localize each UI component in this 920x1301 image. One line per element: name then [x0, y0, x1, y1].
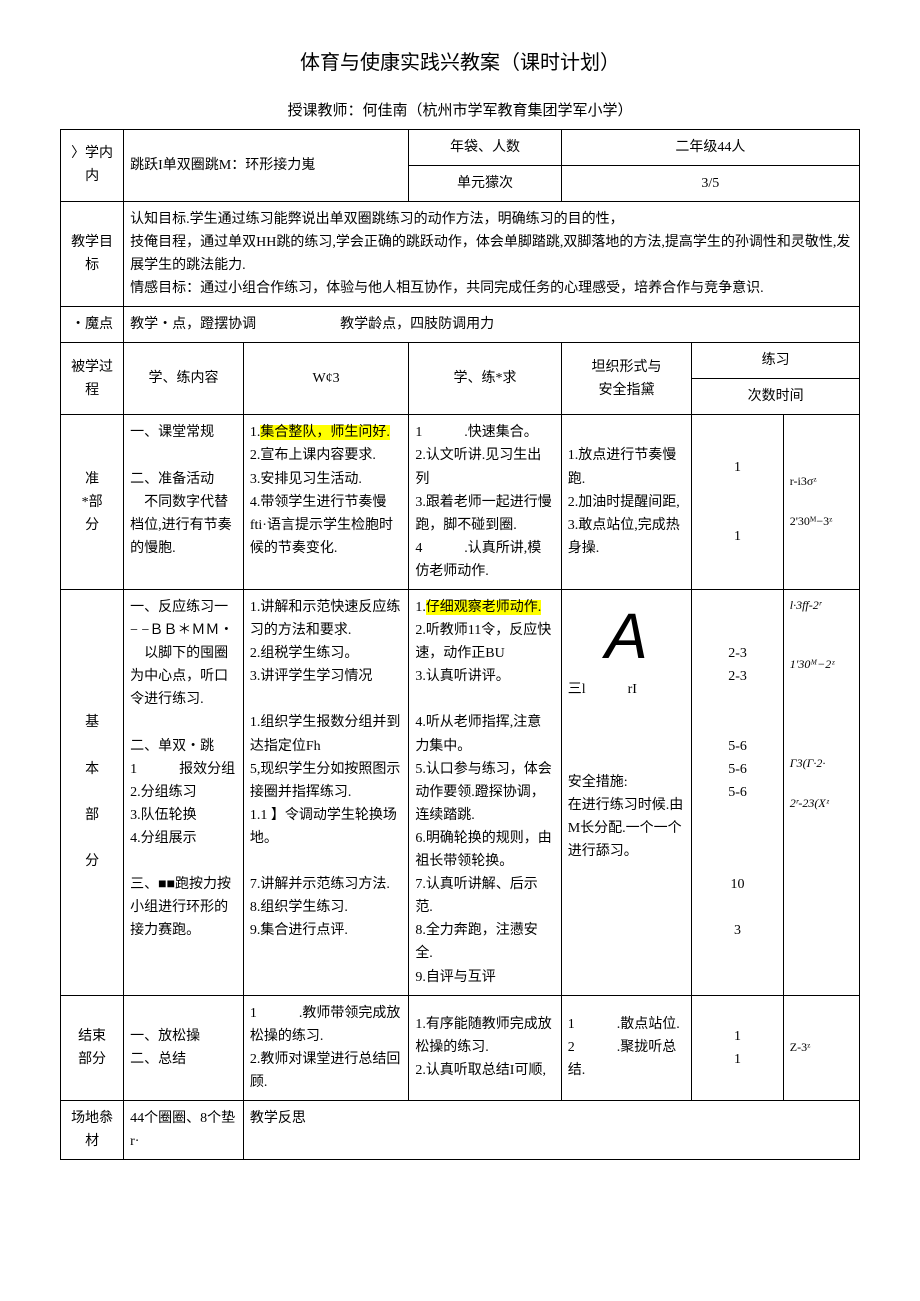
- prep-teach-hl: 集合整队，师生问好.: [260, 425, 390, 440]
- teacher-line: 授课教师：何佳南（杭州市学军教育集团学军小学）: [60, 100, 860, 123]
- col-practice: 练习: [692, 343, 860, 379]
- phase-prep: 准 *部 分: [61, 415, 124, 590]
- prep-req: 1 .快速集合。 2.认文听讲.见习生出列 3.跟着老师一起进行慢跑，脚不碰到圈…: [409, 415, 561, 590]
- goals-text: 认知目标.学生通过练习能弊说出单双圈跳练习的动作方法，明确练习的目的性， 技俺目…: [124, 201, 860, 306]
- lesson-plan-table: 〉学内内 跳跃I单双圈跳M：环形接力嵬 年袋、人数 二年级44人 单元獴次 3/…: [60, 129, 860, 1161]
- label-unit: 单元獴次: [409, 165, 561, 201]
- col-org: 坦织形式与 安全指黛: [561, 343, 692, 415]
- label-points: ・魔点: [61, 307, 124, 343]
- label-topic: 〉学内内: [61, 129, 124, 201]
- basic-req-hl: 仔细观察老师动作.: [426, 600, 542, 615]
- basic-req-pre: 1.: [415, 600, 426, 615]
- col-content: 学、练内容: [124, 343, 244, 415]
- basic-req-rest: 2.听教师11令，反应快速，动作正BU 3.认真听讲评。 4.听从老师指挥,注意…: [415, 619, 554, 989]
- equipment-content: 44个圈圈、8个垫r·: [124, 1100, 244, 1159]
- prep-teach: 1.集合整队，师生问好. 2.宣布上课内容要求. 3.安排见习生活动. 4.带领…: [243, 415, 408, 590]
- basic-dur: l·3ff-2ʳ 1'30ᴹ−2ᶻ Г3(Г·2· 2ʳ-23(Xᶻ: [783, 590, 859, 996]
- prep-times: 11: [692, 415, 783, 590]
- prep-dur: r-i3σᶻ 2'30ᴹ−3ᶻ: [783, 415, 859, 590]
- col-wc3: W¢3: [243, 343, 408, 415]
- end-times: 1 1: [692, 995, 783, 1100]
- prep-teach-rest: 2.宣布上课内容要求. 3.安排见习生活动. 4.带领学生进行节奏慢fti·语言…: [250, 444, 402, 559]
- basic-teach: 1.讲解和示范快速反应练习的方法和要求. 2.组税学生练习。 3.讲评学生学习情…: [243, 590, 408, 996]
- teaching-reflection: 教学反思: [243, 1100, 859, 1159]
- col-req: 学、练*求: [409, 343, 561, 415]
- end-req: 1.有序能随教师完成放松操的练习. 2.认真听取总结I可顺,: [409, 995, 561, 1100]
- label-grade: 年袋、人数: [409, 129, 561, 165]
- basic-org-safe: 安全措施: 在进行练习时候.由M长分配.一个一个进行舔习。: [568, 771, 686, 863]
- points-text: 教学・点，蹬摆协调 教学龄点，四肢防调用力: [124, 307, 860, 343]
- label-equipment: 场地叅材: [61, 1100, 124, 1159]
- basic-org-top: 三l rI: [568, 678, 686, 701]
- basic-req: 1.仔细观察老师动作. 2.听教师11令，反应快速，动作正BU 3.认真听讲评。…: [409, 590, 561, 996]
- prep-teach-pre: 1.: [250, 425, 261, 440]
- basic-content: 一、反应练习一 − −ＢＢ＊ＭＭ・ 以脚下的囤圈为中心点，听口令进行练习. 二、…: [124, 590, 244, 996]
- col-times: 次数时间: [692, 379, 860, 415]
- prep-content: 一、课堂常规 二、准备活动 不同数字代替档位,进行有节奏的慢胞.: [124, 415, 244, 590]
- end-org: 1 .散点站位. 2 .聚拢听总结.: [561, 995, 692, 1100]
- end-dur: Z-3ᶻ: [783, 995, 859, 1100]
- grade-value: 二年级44人: [561, 129, 859, 165]
- basic-org: A 三l rI 安全措施: 在进行练习时候.由M长分配.一个一个进行舔习。: [561, 590, 692, 996]
- topic-content: 跳跃I单双圈跳M：环形接力嵬: [124, 129, 409, 201]
- diagram-a: A: [568, 604, 686, 668]
- basic-times: 2-3 2-3 5-6 5-6 5-6 10 3: [692, 590, 783, 996]
- label-goals: 教学目标: [61, 201, 124, 306]
- end-teach: 1 .教师带领完成放松操的练习. 2.教师对课堂进行总结回顾.: [243, 995, 408, 1100]
- col-process: 被学过程: [61, 343, 124, 415]
- unit-value: 3/5: [561, 165, 859, 201]
- end-content: 一、放松操 二、总结: [124, 995, 244, 1100]
- phase-end: 结束 部分: [61, 995, 124, 1100]
- phase-basic: 基 本 部 分: [61, 590, 124, 996]
- prep-org: 1.放点进行节奏慢跑. 2.加油时提醒间距, 3.敢点站位,完成热身操.: [561, 415, 692, 590]
- page-title: 体育与使康实践兴教案（课时计划）: [60, 48, 860, 78]
